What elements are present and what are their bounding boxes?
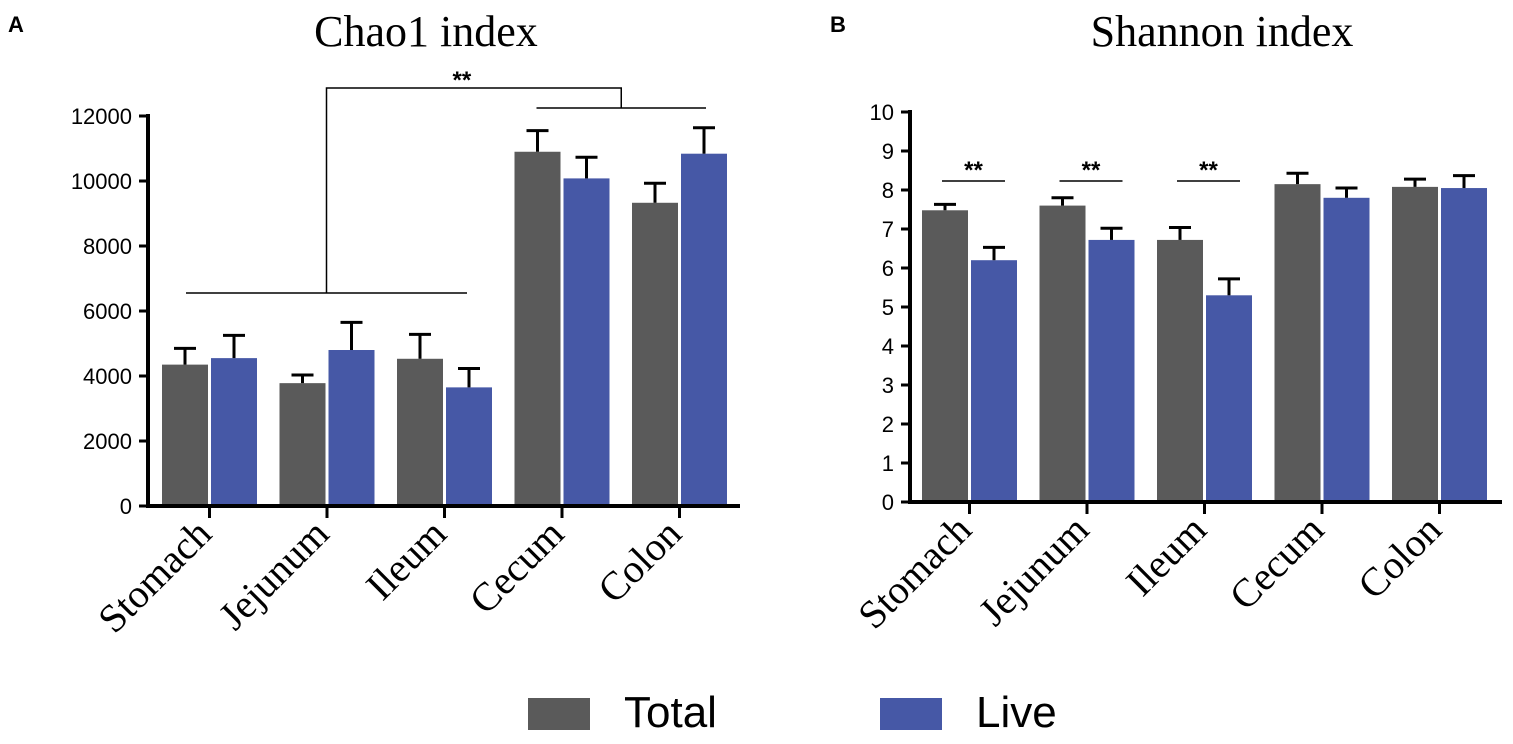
panel-b-x-tick-label: Colon (1349, 507, 1450, 608)
panel-a-y-tick-label: 0 (120, 494, 132, 519)
panel-b-y-tick-label: 4 (882, 334, 894, 359)
panel-b-bar-total-ileum (1157, 239, 1203, 503)
panel-a-chart: 0 2000 4000 6000 8000 10000 12000 StomachJejunu… (71, 67, 740, 641)
panel-b-bar-live-cecum (1323, 197, 1370, 503)
panel-b-bar-live-ileum (1206, 295, 1252, 502)
panel-b-y-tick-label: 1 (882, 451, 894, 476)
panel-b-y-tick-label: 0 (882, 490, 894, 515)
panel-a-title: Chao1 index (314, 7, 538, 56)
panel-a-x-tick-label: Colon (589, 511, 690, 612)
panel-b-significance-label: ** (1082, 157, 1101, 184)
panel-a-y-tick-label: 12000 (71, 104, 132, 129)
panel-b-x-tick-label: Ileum (1117, 507, 1215, 605)
panel-a-bar-total-cecum (514, 151, 561, 506)
panel-b-bar-total-jejunum (1039, 205, 1086, 502)
panel-b-y-tick-label: 6 (882, 256, 894, 281)
panel-b-y-tick-label: 8 (882, 178, 894, 203)
legend-swatch-total (528, 698, 590, 730)
panel-a-y-tick-label: 8000 (83, 234, 132, 259)
panel-b-x-tick-label: Jejunum (970, 507, 1098, 635)
panel-a-bar-total-colon (632, 202, 678, 506)
panel-a-bar-live-cecum (563, 178, 610, 506)
panel-a-bar-live-ileum (446, 387, 492, 506)
panel-b-letter: B (830, 12, 846, 37)
legend-label-live: Live (976, 688, 1057, 737)
panel-a-x-tick-label: Jejunum (210, 511, 338, 639)
panel-b-y-tick-label: 10 (870, 100, 894, 125)
panel-b-bar-live-jejunum (1088, 239, 1135, 503)
panel-b-significance-label: ** (1199, 157, 1218, 184)
legend: Total Live (528, 688, 1057, 737)
panel-b-x-tick-label: Stomach (849, 507, 980, 638)
panel-a-y-tick-label: 4000 (83, 364, 132, 389)
panel-b-bar-live-colon (1441, 188, 1487, 503)
panel-a-y-tick-label: 10000 (71, 169, 132, 194)
panel-a-x-tick-label: Stomach (89, 511, 220, 642)
legend-swatch-live (880, 698, 942, 730)
panel-b-significance-label: ** (964, 157, 983, 184)
panel-b-y-tick-label: 2 (882, 412, 894, 437)
panel-a-bar-total-stomach (162, 364, 208, 506)
panel-b-y-tick-label: 7 (882, 217, 894, 242)
panel-b-y-tick-label: 9 (882, 139, 894, 164)
panel-b-bar-live-stomach (971, 260, 1017, 502)
panel-a-x-tick-label: Cecum (460, 511, 572, 623)
panel-b-bar-total-cecum (1274, 184, 1321, 502)
panel-a-bar-live-stomach (211, 358, 257, 506)
panel-b-x-tick-label: Cecum (1220, 507, 1332, 619)
panel-b-bar-total-colon (1392, 186, 1438, 502)
panel-a-bar-live-colon (681, 153, 727, 506)
panel-b-title: Shannon index (1091, 7, 1354, 56)
panel-a-bar-live-jejunum (328, 350, 375, 506)
panel-a-x-tick-label: Ileum (357, 511, 455, 609)
panel-a-significance-label: ** (453, 67, 472, 94)
panel-b-y-tick-label: 5 (882, 295, 894, 320)
panel-a-bar-total-jejunum (279, 383, 326, 506)
panel-a-bar-total-ileum (397, 358, 443, 506)
panel-a-y-tick-label: 6000 (83, 299, 132, 324)
panel-a-bracket-connector (325, 87, 622, 293)
legend-label-total: Total (624, 688, 717, 737)
panel-a-y-tick-label: 2000 (83, 429, 132, 454)
panel-b-bar-total-stomach (922, 210, 968, 502)
panel-a-letter: A (8, 12, 24, 37)
panel-b-y-tick-label: 3 (882, 373, 894, 398)
